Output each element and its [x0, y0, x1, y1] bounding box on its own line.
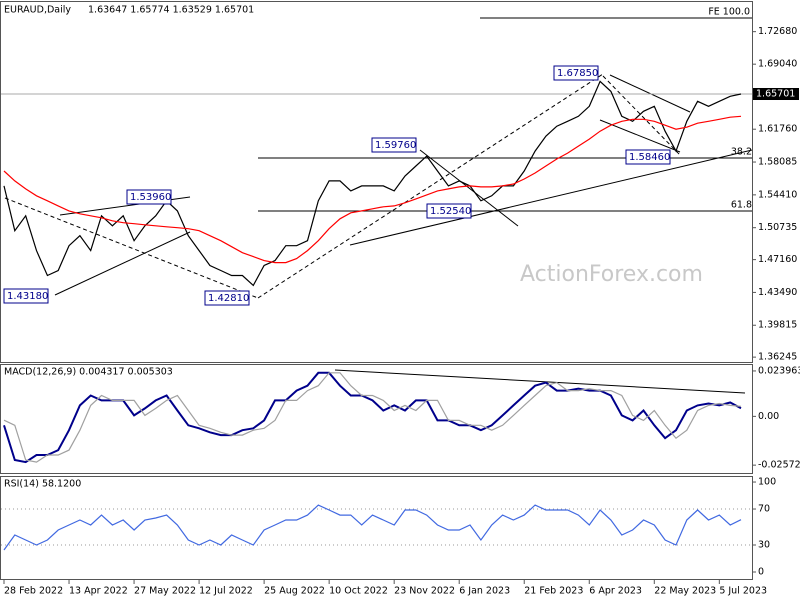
fib-label: FE 100.0 [708, 7, 750, 18]
y-tick-label: 1.69040 [758, 59, 797, 70]
x-tick-label: 28 Feb 2022 [4, 586, 63, 597]
series-line [3, 504, 742, 551]
y-tick-label: 1.58085 [758, 157, 797, 168]
y-tick-label: 100 [758, 477, 776, 488]
y-tick-label: 0.00 [758, 411, 779, 422]
x-tick-label: 5 Jul 2023 [719, 586, 767, 597]
y-tick-label: 1.36245 [758, 352, 797, 363]
fib-label: 38.2 [731, 147, 752, 158]
last-price-label: 1.65701 [756, 89, 795, 100]
annotation: 1.43180 [7, 291, 48, 302]
x-tick-label: 23 Nov 2022 [394, 586, 455, 597]
y-tick-label: 1.50735 [758, 222, 797, 233]
y-tick-label: 1.61760 [758, 124, 797, 135]
series-line [3, 80, 742, 287]
x-tick-label: 6 Apr 2023 [589, 586, 642, 597]
macd-panel [0, 364, 753, 474]
rsi-panel [0, 476, 753, 580]
ohlc: 1.63647 1.65774 1.63529 1.65701 [88, 5, 254, 16]
annotation: 1.59760 [375, 140, 416, 151]
y-tick-label: -0.025726 [758, 460, 800, 471]
x-tick-label: 10 Oct 2022 [329, 586, 388, 597]
x-tick-label: 6 Jan 2023 [459, 586, 510, 597]
y-tick-label: 1.72680 [758, 26, 797, 37]
price-panel [0, 1, 753, 363]
trendlines [4, 17, 753, 394]
macd-title: MACD(12,26,9) 0.004317 0.005303 [4, 367, 173, 378]
annotation: 1.53960 [130, 192, 171, 203]
annotation: 1.52540 [430, 206, 471, 217]
y-tick-label: 70 [758, 504, 770, 515]
x-tick-label: 22 May 2023 [654, 586, 716, 597]
series-line [3, 115, 742, 264]
x-tick-label: 21 Feb 2023 [524, 586, 583, 597]
series-line [3, 372, 742, 463]
rsi-title: RSI(14) 58.1200 [4, 479, 81, 490]
y-tick-label: 1.39815 [758, 320, 797, 331]
annotation: 1.58460 [629, 152, 670, 163]
x-tick-label: 12 Jul 2022 [199, 586, 253, 597]
y-tick-label: 1.43490 [758, 287, 797, 298]
y-tick-label: 30 [758, 540, 770, 551]
y-tick-label: 1.47160 [758, 254, 797, 265]
last-price-box [753, 88, 799, 101]
series-line [3, 371, 742, 464]
y-tick-label: 0 [758, 566, 764, 577]
chart-title: EURAUD,Daily [4, 5, 71, 16]
fib-label: 61.8 [731, 200, 752, 211]
annotation: 1.67850 [557, 68, 598, 79]
x-tick-label: 25 Aug 2022 [264, 586, 325, 597]
annotation: 1.42810 [208, 293, 249, 304]
x-tick-label: 27 May 2022 [134, 586, 196, 597]
y-tick-label: 0.023963 [758, 365, 800, 376]
watermark: ActionForex.com [520, 262, 703, 287]
y-tick-label: 1.54410 [758, 189, 797, 200]
annotations: 1.43180 1.53960 1.42810 1.59760 1.52540 … [3, 65, 671, 306]
x-tick-label: 13 Apr 2022 [69, 586, 128, 597]
